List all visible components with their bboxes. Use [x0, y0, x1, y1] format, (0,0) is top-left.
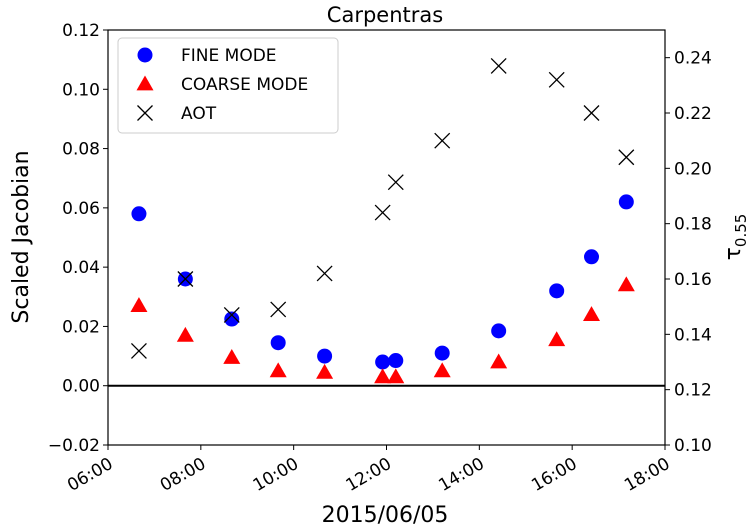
- coarse-mode-point: [269, 362, 287, 378]
- series-fine-mode: [131, 194, 634, 370]
- y-tick-label: 0.04: [62, 258, 100, 278]
- y2-tick-label: 0.12: [674, 381, 712, 401]
- aot-point: [270, 301, 287, 318]
- y-tick-label: 0.02: [62, 317, 100, 337]
- fine-mode-point: [388, 353, 404, 369]
- y2-tick-label: 0.10: [674, 436, 712, 456]
- aot-point: [548, 71, 565, 88]
- y-tick-label: 0.06: [62, 199, 100, 219]
- aot-point: [223, 307, 240, 323]
- y2-tick-label: 0.18: [674, 215, 712, 235]
- aot-point: [583, 105, 600, 121]
- fine-mode-point: [224, 311, 240, 327]
- coarse-mode-point: [433, 362, 451, 378]
- fine-mode-point: [270, 335, 286, 351]
- coarse-mode-point: [316, 363, 334, 379]
- y-axis-label: Scaled Jacobian: [9, 150, 34, 323]
- aot-point: [130, 342, 147, 359]
- y2-tick-label: 0.22: [674, 104, 712, 124]
- x-tick-label: 14:00: [435, 454, 487, 496]
- fine-mode-point: [434, 345, 450, 361]
- legend-label: AOT: [181, 104, 217, 124]
- coarse-mode-point: [387, 368, 405, 384]
- y2-axis-label-main: τ: [721, 247, 746, 260]
- fine-mode-point: [317, 348, 333, 364]
- x-axis-label: 2015/06/05: [322, 503, 449, 528]
- x-tick-label: 12:00: [343, 454, 395, 496]
- fine-mode-point: [584, 249, 600, 265]
- y2-tick-label: 0.20: [674, 159, 712, 179]
- aot-point: [374, 204, 391, 221]
- coarse-mode-point: [583, 306, 601, 321]
- legend-label: FINE MODE: [181, 46, 277, 66]
- legend-marker-circle: [137, 47, 153, 63]
- coarse-mode-point: [548, 331, 566, 347]
- legend-marker-triangle: [136, 75, 154, 91]
- fine-mode-point: [375, 354, 391, 370]
- chart-title: Carpentras: [327, 3, 443, 27]
- aot-point: [316, 265, 333, 282]
- legend-marker-x: [137, 105, 153, 121]
- legend-label: COARSE MODE: [181, 75, 308, 95]
- y2-tick-label: 0.14: [674, 325, 712, 345]
- aot-point: [434, 132, 451, 149]
- aot-point: [177, 271, 194, 287]
- x-tick-label: 08:00: [157, 454, 209, 496]
- x-tick-label: 10:00: [250, 454, 302, 496]
- y-tick-label: 0.00: [62, 377, 100, 397]
- series-coarse-mode: [130, 276, 635, 384]
- x-tick-label: 06:00: [64, 454, 116, 496]
- coarse-mode-point: [374, 368, 392, 384]
- x-tick-label: 18:00: [621, 454, 673, 496]
- y2-axis-label-sub: 0.55: [732, 214, 747, 247]
- y2-tick-label: 0.16: [674, 270, 712, 290]
- y-tick-label: 0.08: [62, 140, 100, 160]
- aot-point: [387, 174, 404, 191]
- fine-mode-point: [549, 283, 565, 299]
- svg-text:τ0.55: τ0.55: [721, 214, 747, 261]
- fine-mode-point: [131, 206, 147, 222]
- x-tick-label: 16:00: [528, 454, 580, 496]
- coarse-mode-point: [130, 297, 148, 313]
- legend-box: [117, 37, 339, 134]
- y-tick-label: 0.12: [62, 21, 100, 41]
- legend: FINE MODE COARSE MODE AOT: [117, 37, 339, 134]
- coarse-mode-point: [176, 326, 194, 342]
- y2-axis-label: τ0.55: [721, 214, 747, 261]
- aot-point: [490, 58, 507, 74]
- coarse-mode-point: [223, 349, 241, 364]
- y-tick-label: 0.10: [62, 80, 100, 100]
- aot-point: [618, 149, 635, 166]
- coarse-mode-point: [490, 353, 508, 369]
- y-tick-label: −0.02: [48, 436, 100, 456]
- y2-tick-label: 0.24: [674, 49, 712, 69]
- series-aot: [130, 58, 635, 359]
- coarse-mode-point: [617, 276, 635, 292]
- fine-mode-point: [491, 323, 507, 339]
- fine-mode-point: [618, 194, 634, 210]
